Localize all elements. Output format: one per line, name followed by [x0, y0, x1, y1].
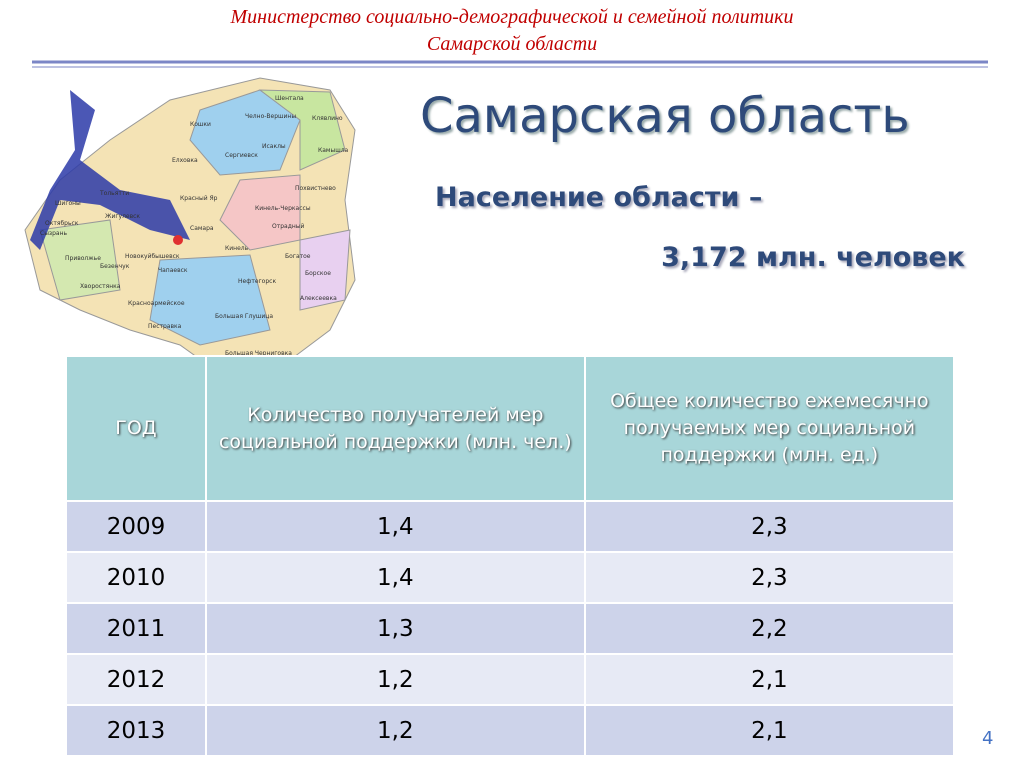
map-label: Октябрьск	[45, 220, 79, 227]
map-label: Кинель-Черкассы	[255, 205, 311, 212]
table-cell: 2009	[65, 500, 207, 553]
table-cell: 2012	[65, 653, 207, 706]
map-label: Сергиевск	[225, 152, 258, 159]
table-row: 2013 1,2 2,1	[65, 704, 956, 757]
subtitle: Население области –	[435, 182, 763, 213]
map-label: Нефтегорск	[238, 278, 276, 285]
table-cell: 1,2	[204, 704, 586, 757]
region	[149, 254, 271, 346]
map-label: Кошки	[190, 121, 211, 128]
river	[30, 90, 190, 250]
map-label: Елховка	[172, 157, 198, 164]
table-row: 2009 1,4 2,3	[65, 500, 956, 553]
table-cell: 2010	[65, 551, 207, 604]
table-row: 2010 1,4 2,3	[65, 551, 956, 604]
map-label: Камышла	[318, 147, 349, 154]
column-header: ГОД	[65, 355, 207, 502]
map-label: Чапаевск	[158, 267, 188, 274]
ministry-line: Министерство социально-демографической и…	[230, 6, 794, 28]
slide-title: Самарская область	[420, 88, 910, 144]
ministry-line: Самарской области	[426, 33, 598, 55]
table-body: 2009 1,4 2,3 2010 1,4 2,3 2011 1,3 2,2 2012 1,2 2,1…	[65, 500, 956, 757]
map-label: Самара	[190, 225, 214, 232]
map-label: Богатое	[285, 253, 311, 260]
table-row: 2012 1,2 2,1	[65, 653, 956, 706]
column-header: Общее количество ежемесячно получаемых м…	[583, 355, 956, 502]
city-dot	[173, 235, 183, 245]
table-cell: 2,1	[583, 653, 956, 706]
map-label: Клявлино	[312, 115, 343, 122]
map-label: Шигоны	[55, 200, 81, 207]
map-label: Шентала	[275, 95, 304, 102]
map-label: Похвистнево	[295, 185, 336, 192]
table-cell: 1,3	[204, 602, 586, 655]
table-cell: 2,3	[583, 551, 956, 604]
table-cell: 2011	[65, 602, 207, 655]
region	[258, 89, 346, 171]
table-cell: 2013	[65, 704, 207, 757]
table-cell: 2,1	[583, 704, 956, 757]
map-label: Тольятти	[99, 190, 129, 197]
map-label: Красноармейское	[128, 300, 185, 307]
map-label: Исаклы	[262, 143, 286, 150]
map-label: Сызрань	[40, 230, 68, 237]
region	[39, 219, 121, 301]
map-label: Алексеевка	[300, 295, 337, 302]
map-label: Большая Глушица	[215, 313, 273, 320]
map-label: Отрадный	[272, 223, 305, 230]
table-row: 2011 1,3 2,2	[65, 602, 956, 655]
map-label: Большая Черниговка	[225, 350, 292, 357]
map-label: Новокуйбышевск	[125, 253, 180, 260]
decor: Шентала Челно-Вершины Клявлино Кошки Исаклы К…	[24, 60, 988, 396]
map-label: Безенчук	[100, 263, 130, 270]
map-label: Приволжье	[65, 255, 101, 262]
map-label: Борское	[305, 270, 331, 277]
map-label: Жигулевск	[105, 213, 140, 220]
map	[24, 77, 356, 396]
header-row: ГОД Количество получателей мер социальной…	[65, 355, 956, 502]
map-label: Хворостянка	[80, 283, 121, 290]
table-cell: 2,3	[583, 500, 956, 553]
column-header: Количество получателей мер социальной по…	[204, 355, 586, 502]
population: 3,172 млн. человек	[661, 242, 965, 273]
map-label: Кинель	[225, 245, 249, 252]
table-cell: 1,4	[204, 500, 586, 553]
region	[219, 174, 301, 251]
data-table: ГОД Количество получателей мер социальной…	[65, 355, 956, 757]
table-cell: 1,2	[204, 653, 586, 706]
map-label: Красный Яр	[180, 195, 218, 202]
table-cell: 1,4	[204, 551, 586, 604]
map-label: Челно-Вершины	[245, 113, 296, 120]
page-number: 4	[982, 728, 994, 749]
region	[299, 229, 351, 311]
map-label: Пестравка	[148, 323, 182, 330]
table-cell: 2,2	[583, 602, 956, 655]
